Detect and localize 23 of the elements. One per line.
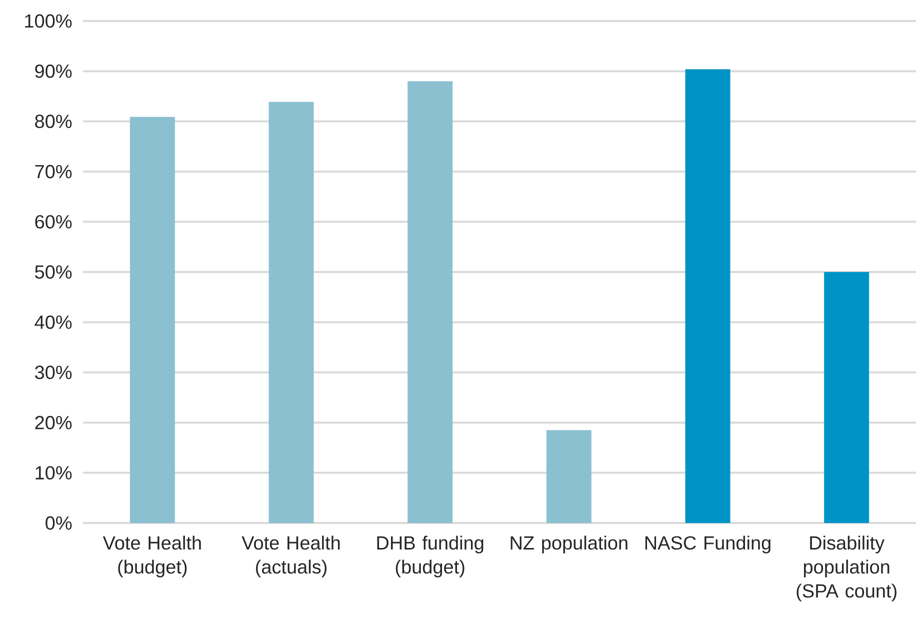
y-tick-label: 10% bbox=[36, 466, 72, 480]
bar bbox=[130, 116, 175, 523]
y-tick-label: 0% bbox=[46, 516, 72, 530]
x-tick-label: Disability population (SPA count) bbox=[796, 536, 896, 602]
y-tick-label: 40% bbox=[34, 315, 72, 329]
y-tick-label: 50% bbox=[35, 265, 72, 279]
y-tick-label: 70% bbox=[35, 164, 72, 178]
y-tick-label: 80% bbox=[35, 114, 72, 128]
x-tick-label: Vote Health (actuals) bbox=[242, 536, 340, 578]
y-tick-label: 30% bbox=[35, 366, 72, 380]
bar bbox=[685, 69, 730, 523]
y-tick-label: 90% bbox=[35, 64, 72, 78]
y-tick-label: 20% bbox=[35, 416, 72, 430]
bar bbox=[824, 272, 870, 523]
y-tick-label: 100% bbox=[25, 14, 72, 28]
x-tick-label: NZ population bbox=[510, 536, 628, 554]
y-tick-label: 60% bbox=[35, 215, 72, 229]
bar bbox=[268, 102, 314, 523]
bar bbox=[546, 430, 592, 523]
x-tick-label: Vote Health (budget) bbox=[102, 536, 201, 578]
x-tick-label: DHB funding (budget) bbox=[377, 536, 484, 578]
bar bbox=[408, 81, 453, 523]
x-tick-label: NASC Funding bbox=[645, 536, 770, 554]
